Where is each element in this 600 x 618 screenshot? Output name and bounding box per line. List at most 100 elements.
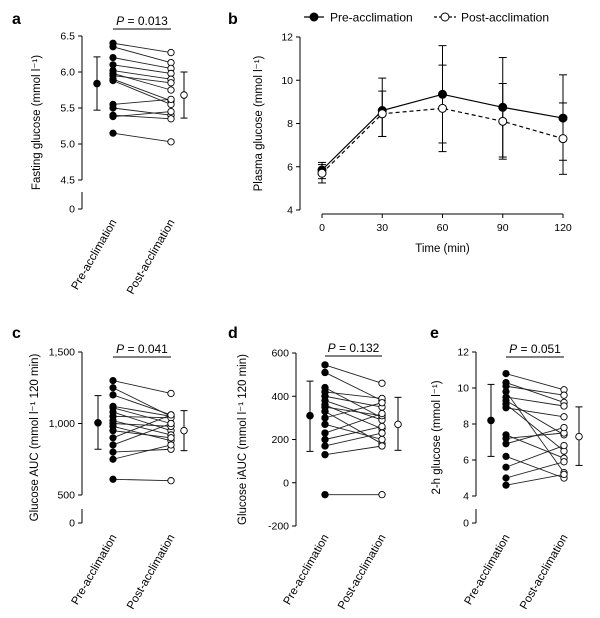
panel-a-pair-line bbox=[112, 57, 172, 69]
panel-c-y-tick-label: 1,500 bbox=[49, 347, 75, 359]
panel-e-y-tick-label: 8 bbox=[463, 419, 469, 431]
panel-c-pair-line bbox=[112, 423, 172, 427]
panel-c-pair-line bbox=[112, 444, 172, 460]
panel-b-x-axis-label: Time (min) bbox=[415, 243, 470, 255]
panel-a-point-post bbox=[167, 115, 175, 123]
panel-a-pair-line bbox=[112, 46, 172, 64]
panel-b-legend-pre-label: Pre-acclimation bbox=[330, 11, 413, 25]
panel-d-pair-line bbox=[324, 391, 383, 399]
panel-c-x-category: Pre-acclimation bbox=[70, 533, 120, 608]
panel-d-letter: d bbox=[228, 325, 238, 342]
panel-b-legend-post-label: Post-acclimation bbox=[461, 11, 549, 25]
panel-a-pair-line bbox=[112, 132, 172, 143]
panel-b-x-tick-label: 90 bbox=[497, 222, 509, 234]
panel-c-point-pre bbox=[109, 391, 117, 399]
panel-d-p-value-value: = 0.132 bbox=[336, 341, 380, 355]
panel-a-pair-line bbox=[112, 75, 172, 84]
panel-c-point-pre bbox=[109, 384, 117, 392]
panel-d-x-category: Pre-acclimation bbox=[282, 533, 332, 608]
panel-d-point-pre bbox=[321, 414, 329, 422]
panel-a-pair-line bbox=[112, 78, 172, 102]
panel-a-point-pre bbox=[109, 43, 117, 51]
panel-e-letter: e bbox=[430, 325, 439, 342]
panel-a-point-post bbox=[167, 107, 175, 116]
panel-d-y-axis-label: Glucose iAUC (mmol l⁻¹ 120 min) bbox=[237, 354, 249, 525]
panel-c-point-post bbox=[167, 419, 175, 428]
panel-d-p-value: P = 0.132 bbox=[328, 341, 380, 355]
panel-a-p-value-value: = 0.013 bbox=[124, 14, 168, 28]
panel-e-point-post bbox=[560, 402, 568, 410]
panel-d-pair-line bbox=[324, 387, 383, 419]
panel-e-point-post bbox=[560, 391, 568, 399]
panel-e-point-pre bbox=[502, 404, 510, 412]
panel-a-point-pre bbox=[109, 129, 117, 137]
panel-e-pair-line bbox=[505, 391, 565, 473]
panel-d-point-post bbox=[378, 490, 386, 499]
panel-c-pair-line bbox=[112, 423, 172, 446]
panel-e-pair-line bbox=[505, 382, 565, 403]
panel-a-summary-pre-mean bbox=[93, 79, 101, 88]
panel-d-point-pre bbox=[321, 420, 329, 429]
panel-e-point-pre bbox=[502, 474, 510, 482]
panel-c-point-post bbox=[167, 411, 175, 419]
panel-d-x-category: Post-acclimation bbox=[336, 533, 389, 612]
panel-a-y-tick-label: 5.0 bbox=[60, 139, 75, 151]
panel-c-y-tick-label: 500 bbox=[57, 490, 75, 502]
panel-b-series-post-line bbox=[321, 107, 564, 174]
panel-d-point-post bbox=[378, 379, 386, 387]
panel-a-point-post bbox=[167, 138, 175, 146]
panel-a-point-pre bbox=[109, 113, 117, 121]
panel-a-pair-line bbox=[112, 98, 172, 105]
panel-e-p-value-value: = 0.051 bbox=[517, 342, 561, 356]
panel-e-point-post bbox=[560, 423, 568, 432]
panel-d-summary-post-mean bbox=[394, 420, 402, 429]
panel-e-point-post bbox=[560, 441, 568, 450]
panel-e-point-pre bbox=[502, 481, 510, 489]
panel-c-y-axis-label: Glucose AUC (mmol l⁻¹ 120 min) bbox=[29, 353, 41, 521]
panel-e-point-pre bbox=[502, 452, 510, 460]
panel-e-pair-line bbox=[505, 403, 565, 452]
panel-d-pair-line bbox=[324, 413, 383, 434]
panel-d-pair-line bbox=[324, 372, 383, 401]
panel-e-p-value: P = 0.051 bbox=[509, 342, 561, 356]
panel-e-point-post bbox=[560, 458, 568, 466]
panel-a-y-tick-label: 4.5 bbox=[60, 175, 75, 187]
panel-d-y-tick-label: 0 bbox=[283, 477, 289, 489]
panel-d-point-pre bbox=[321, 435, 329, 444]
panel-e-y-tick-label: 6 bbox=[463, 455, 469, 467]
panel-e-pair-line bbox=[505, 445, 565, 468]
panel-a-point-post bbox=[167, 95, 175, 104]
panel-b-x-tick-label: 120 bbox=[554, 222, 572, 234]
panel-a-p-value: P = 0.013 bbox=[116, 14, 168, 28]
panel-e-y-tick-label: 10 bbox=[457, 383, 469, 395]
panel-a-point-pre bbox=[109, 104, 117, 112]
panel-e-summary-pre-mean bbox=[487, 416, 495, 425]
panel-b-x-tick-label: 60 bbox=[437, 222, 449, 234]
panel-d-y-tick-label: -200 bbox=[268, 521, 289, 533]
panel-e-point-post bbox=[560, 413, 568, 421]
panel-e-y-axis-label: 2-h glucose (mmol l⁻¹) bbox=[431, 380, 443, 494]
panel-b-x-tick-label: 0 bbox=[319, 222, 325, 234]
panel-e-y-tick-label: 12 bbox=[457, 347, 469, 359]
panel-e-point-post bbox=[560, 470, 568, 479]
panel-a-point-pre bbox=[109, 53, 117, 62]
panel-e-point-pre bbox=[502, 440, 510, 448]
panel-b-legend-post-marker bbox=[440, 12, 450, 22]
panel-c-point-pre bbox=[109, 376, 117, 385]
panel-e-y-tick-label: 4 bbox=[463, 491, 469, 503]
panel-c-y-tick-label: 0 bbox=[69, 518, 75, 530]
panel-b-y-tick-label: 12 bbox=[281, 32, 293, 44]
panel-c-point-pre bbox=[109, 427, 117, 435]
panel-d-point-post bbox=[378, 429, 386, 437]
panel-a-letter: a bbox=[12, 11, 21, 28]
panel-e-x-category: Post-acclimation bbox=[518, 533, 571, 612]
panel-d-point-pre bbox=[321, 450, 329, 459]
panel-a-y-tick-label: 6.0 bbox=[60, 67, 75, 79]
panel-a-point-post bbox=[167, 48, 175, 57]
panel-b-legend-pre-marker bbox=[309, 12, 319, 22]
panel-a-x-category: Post-acclimation bbox=[125, 218, 178, 297]
panel-c-pair-line bbox=[112, 420, 172, 436]
panel-c-x-category: Post-acclimation bbox=[125, 533, 178, 612]
panel-d-y-tick-label: 600 bbox=[271, 348, 289, 360]
